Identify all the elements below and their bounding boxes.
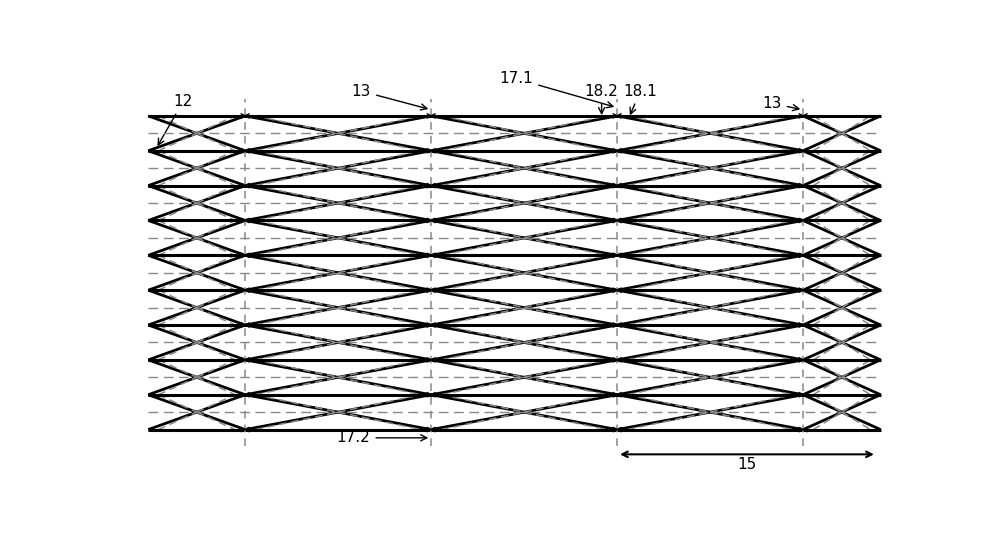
- Text: 12: 12: [158, 94, 193, 145]
- Text: 15: 15: [737, 457, 757, 472]
- Text: 17.1: 17.1: [500, 71, 613, 108]
- Text: 13: 13: [762, 96, 799, 111]
- Text: 18.1: 18.1: [624, 84, 657, 114]
- Text: 17.2: 17.2: [337, 430, 427, 445]
- Text: 13: 13: [352, 84, 427, 110]
- Text: 18.2: 18.2: [585, 84, 618, 114]
